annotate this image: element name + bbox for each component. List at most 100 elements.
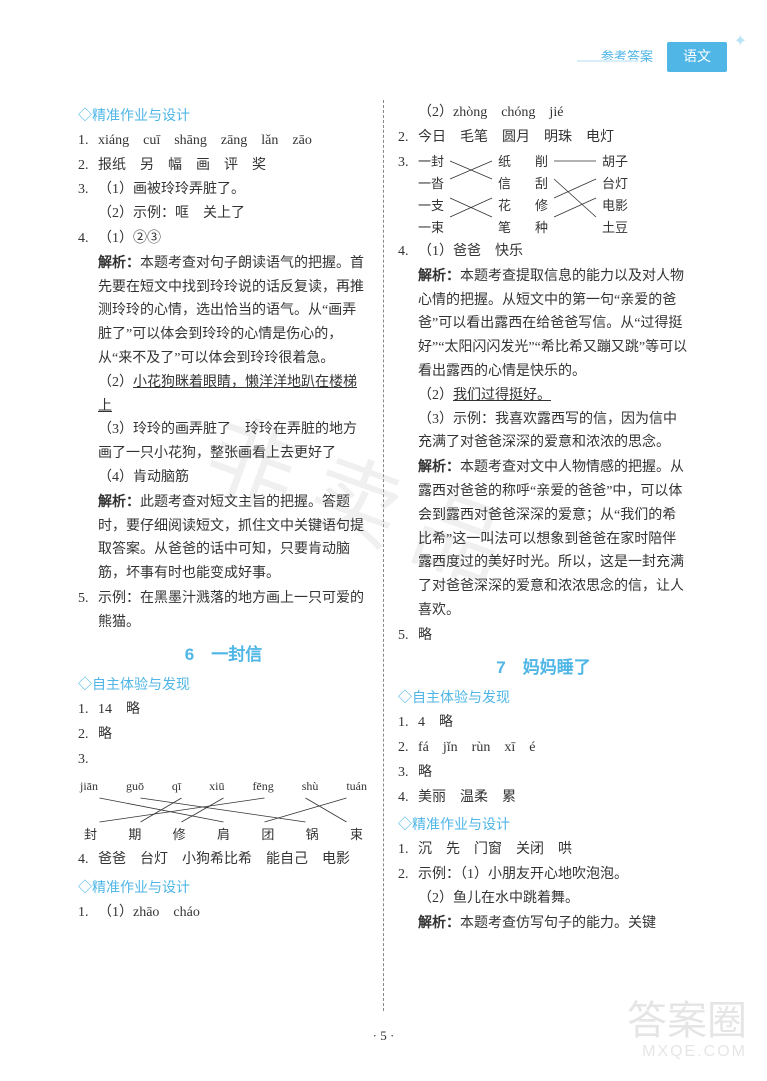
sub-answer: （2）小花狗眯着眼睛，懒洋洋地趴在楼梯上 — [98, 371, 369, 419]
item-number: 1. — [78, 698, 98, 722]
item-body: 爸爸 台灯 小狗希比希 能自己 电影 — [98, 848, 369, 872]
hanzi-cell: 团 — [261, 824, 274, 846]
explanation: 解析：本题考查提取信息的能力以及对人物心情的把握。从短文中的第一句“亲爱的爸爸”… — [418, 264, 689, 384]
item-body: 14 略 — [98, 698, 369, 722]
hanzi-cell: 束 — [350, 824, 363, 846]
underlined-answer: 我们过得挺好。 — [453, 388, 551, 403]
hanzi-row: 封 期 修 肩 团 锅 束 — [78, 824, 369, 846]
header-ref-label: 参考答案 — [601, 46, 653, 68]
match-cell: 花 — [498, 195, 511, 217]
answer-item: 3. — [78, 748, 369, 772]
answer-item: 2. fá jǐn rùn xī é — [398, 736, 689, 760]
match-cell: 修 — [535, 195, 548, 217]
item-number: 1. — [78, 129, 98, 153]
item-body: 示例：在黑墨汁溅落的地方画上一只可爱的熊猫。 — [98, 587, 369, 635]
item-number: 3. — [78, 178, 98, 226]
content-columns: ◇精准作业与设计 1. xiáng cuī shāng zāng lǎn zāo… — [70, 100, 697, 1011]
item-body: 美丽 温柔 累 — [418, 786, 689, 810]
answer-item: 1. 沉 先 门窗 关闭 哄 — [398, 838, 689, 862]
section-title: ◇精准作业与设计 — [78, 104, 369, 128]
sub-answer: （3）示例：我喜欢露西写的信，因为信中充满了对爸爸深深的爱意和浓浓的思念。 — [418, 408, 689, 456]
match-cell: 胡子 — [602, 151, 628, 173]
sub-answer: （1）②③ — [98, 227, 369, 251]
item-number — [398, 101, 418, 125]
answer-item: 5. 略 — [398, 624, 689, 648]
answer-item: 4. 美丽 温柔 累 — [398, 786, 689, 810]
section-title: ◇自主体验与发现 — [78, 673, 369, 697]
header-underline — [577, 60, 637, 62]
item-body: （1）zhāo cháo — [98, 901, 369, 925]
item-number: 2. — [78, 723, 98, 747]
lesson-title: 7 妈妈睡了 — [398, 654, 689, 683]
item-number: 3. — [398, 151, 418, 239]
answer-item: 4. （1）②③ 解析：本题考查对句子朗读语气的把握。首先要在短文中找到玲玲说的… — [78, 227, 369, 586]
sub-answer: （1）爸爸 快乐 — [418, 240, 689, 264]
match-cell: 纸 — [498, 151, 511, 173]
match-cell: 信 — [498, 173, 511, 195]
sub-answer: （3）玲玲的画弄脏了 玲玲在弄脏的地方画了一只小花狗，整张画看上去更好了 — [98, 418, 369, 466]
answer-item: 2. 报纸 另 幅 画 评 奖 — [78, 154, 369, 178]
answer-item: 1. 14 略 — [78, 698, 369, 722]
match-cell: 种 — [535, 217, 548, 239]
right-column: （2）zhòng chóng jié 2. 今日 毛笔 圆月 明珠 电灯 3. … — [390, 100, 697, 1011]
pinyin-cell: jiān — [80, 776, 98, 796]
left-column: ◇精准作业与设计 1. xiáng cuī shāng zāng lǎn zāo… — [70, 100, 377, 1011]
exp-text: 本题考查提取信息的能力以及对人物心情的把握。从短文中的第一句“亲爱的爸爸”可以看… — [418, 269, 687, 379]
pinyin-cell: tuán — [346, 776, 367, 796]
match-cell: 一支 — [418, 195, 444, 217]
item-number: 5. — [78, 587, 98, 635]
hanzi-cell: 修 — [173, 824, 186, 846]
exp-label: 解析： — [418, 267, 460, 283]
item-body: 略 — [418, 761, 689, 785]
section-title: ◇精准作业与设计 — [78, 876, 369, 900]
hanzi-cell: 期 — [128, 824, 141, 846]
answer-item: 4. 爸爸 台灯 小狗希比希 能自己 电影 — [78, 848, 369, 872]
section-title: ◇精准作业与设计 — [398, 813, 689, 837]
hanzi-cell: 封 — [84, 824, 97, 846]
hanzi-cell: 锅 — [306, 824, 319, 846]
exp-label: 解析： — [418, 914, 460, 930]
pinyin-cell: guō — [126, 776, 144, 796]
match-cell: 电影 — [602, 195, 628, 217]
answer-item: 1. 4 略 — [398, 711, 689, 735]
answer-item: 4. （1）爸爸 快乐 解析：本题考查提取信息的能力以及对人物心情的把握。从短文… — [398, 240, 689, 623]
sub-prefix: （2） — [418, 388, 453, 403]
explanation: 解析：本题考查对句子朗读语气的把握。首先要在短文中找到玲玲说的话反复读，再推测玲… — [98, 251, 369, 371]
match-cell: 笔 — [498, 217, 511, 239]
pinyin-cell: shù — [302, 776, 319, 796]
sub-answer: （4）肯动脑筋 — [98, 466, 369, 490]
answer-item: 3. （1）画被玲玲弄脏了。 （2）示例：哐 关上了 — [78, 178, 369, 226]
answer-item: 3. 一封 一沓 一支 一束 — [398, 151, 689, 239]
item-number: 4. — [398, 786, 418, 810]
header-sparkle-icon: ✦ — [734, 28, 747, 55]
matching-diagram: 一封 一沓 一支 一束 纸 — [418, 151, 689, 239]
item-number: 4. — [398, 240, 418, 623]
item-number: 2. — [398, 863, 418, 935]
section-title: ◇自主体验与发现 — [398, 686, 689, 710]
item-body: xiáng cuī shāng zāng lǎn zāo — [98, 129, 369, 153]
item-body: 报纸 另 幅 画 评 奖 — [98, 154, 369, 178]
sub-answer: （2）我们过得挺好。 — [418, 384, 689, 408]
item-number: 4. — [78, 227, 98, 586]
match-lines-icon — [552, 151, 598, 227]
match-cell: 一沓 — [418, 173, 444, 195]
hanzi-cell: 肩 — [217, 824, 230, 846]
underlined-answer: 小花狗眯着眼睛，懒洋洋地趴在楼梯上 — [98, 375, 357, 414]
match-cell: 一封 — [418, 151, 444, 173]
match-cell: 刮 — [535, 173, 548, 195]
exp-text: 本题考查对文中人物情感的把握。从露西对爸爸的称呼“亲爱的爸爸”中，可以体会到露西… — [418, 460, 684, 618]
match-lines-icon — [448, 151, 494, 227]
item-number: 3. — [398, 761, 418, 785]
exp-label: 解析： — [98, 254, 140, 270]
pinyin-cell: qī — [172, 776, 181, 796]
answer-item: 1. xiáng cuī shāng zāng lǎn zāo — [78, 129, 369, 153]
exp-label: 解析： — [98, 493, 140, 509]
pinyin-row: jiān guō qī xiū fēng shù tuán — [78, 776, 369, 796]
exp-text: 本题考查仿写句子的能力。关键 — [460, 916, 656, 931]
item-number: 1. — [398, 838, 418, 862]
item-body: （2）zhòng chóng jié — [418, 101, 689, 125]
answer-item: 2. 示例：（1）小朋友开心地吹泡泡。 （2）鱼儿在水中跳着舞。 解析：本题考查… — [398, 863, 689, 935]
answer-item: 5. 示例：在黑墨汁溅落的地方画上一只可爱的熊猫。 — [78, 587, 369, 635]
pinyin-cell: xiū — [209, 776, 224, 796]
item-number: 4. — [78, 848, 98, 872]
